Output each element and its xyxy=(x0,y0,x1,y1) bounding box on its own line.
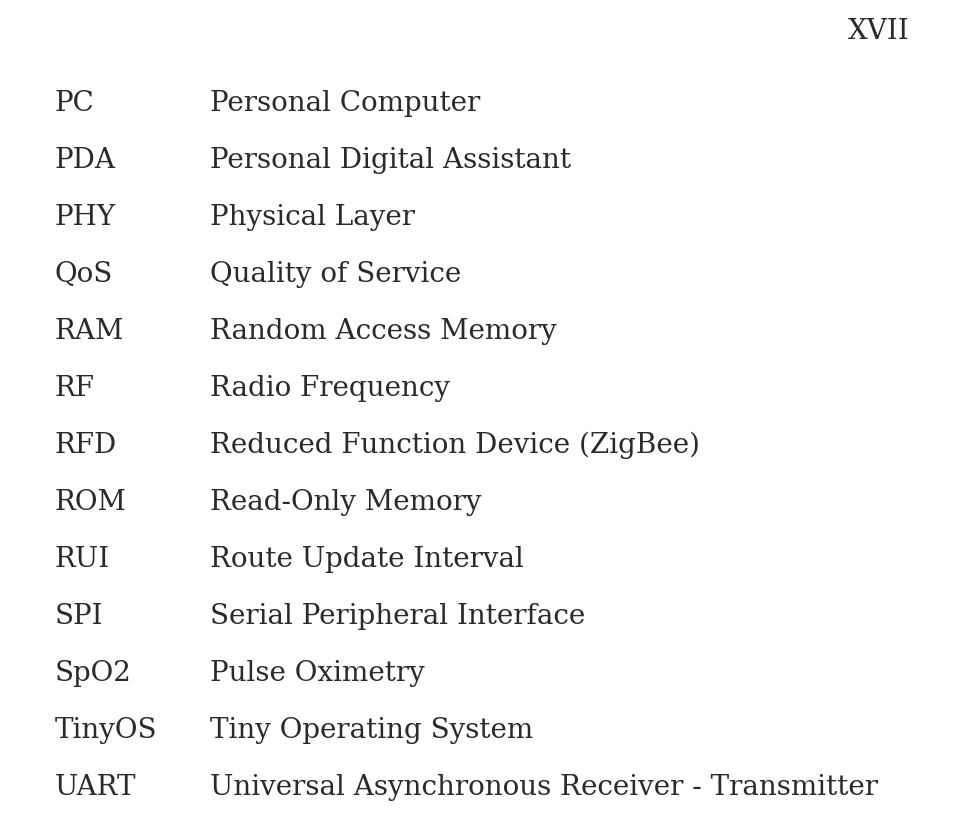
Text: TinyOS: TinyOS xyxy=(55,717,157,744)
Text: Pulse Oximetry: Pulse Oximetry xyxy=(210,660,424,687)
Text: RUI: RUI xyxy=(55,546,110,573)
Text: RAM: RAM xyxy=(55,318,125,345)
Text: SPI: SPI xyxy=(55,603,104,630)
Text: Reduced Function Device (ZigBee): Reduced Function Device (ZigBee) xyxy=(210,432,700,459)
Text: XVII: XVII xyxy=(849,18,910,45)
Text: RF: RF xyxy=(55,375,95,402)
Text: PDA: PDA xyxy=(55,147,116,174)
Text: Personal Digital Assistant: Personal Digital Assistant xyxy=(210,147,571,174)
Text: PHY: PHY xyxy=(55,204,116,231)
Text: Tiny Operating System: Tiny Operating System xyxy=(210,717,533,744)
Text: Personal Computer: Personal Computer xyxy=(210,90,480,117)
Text: PC: PC xyxy=(55,90,95,117)
Text: Serial Peripheral Interface: Serial Peripheral Interface xyxy=(210,603,586,630)
Text: Read-Only Memory: Read-Only Memory xyxy=(210,489,482,516)
Text: Radio Frequency: Radio Frequency xyxy=(210,375,450,402)
Text: RFD: RFD xyxy=(55,432,117,459)
Text: Universal Asynchronous Receiver - Transmitter: Universal Asynchronous Receiver - Transm… xyxy=(210,774,878,801)
Text: QoS: QoS xyxy=(55,261,113,288)
Text: Random Access Memory: Random Access Memory xyxy=(210,318,557,345)
Text: Route Update Interval: Route Update Interval xyxy=(210,546,524,573)
Text: ROM: ROM xyxy=(55,489,127,516)
Text: Quality of Service: Quality of Service xyxy=(210,261,461,288)
Text: SpO2: SpO2 xyxy=(55,660,132,687)
Text: UART: UART xyxy=(55,774,136,801)
Text: Physical Layer: Physical Layer xyxy=(210,204,415,231)
